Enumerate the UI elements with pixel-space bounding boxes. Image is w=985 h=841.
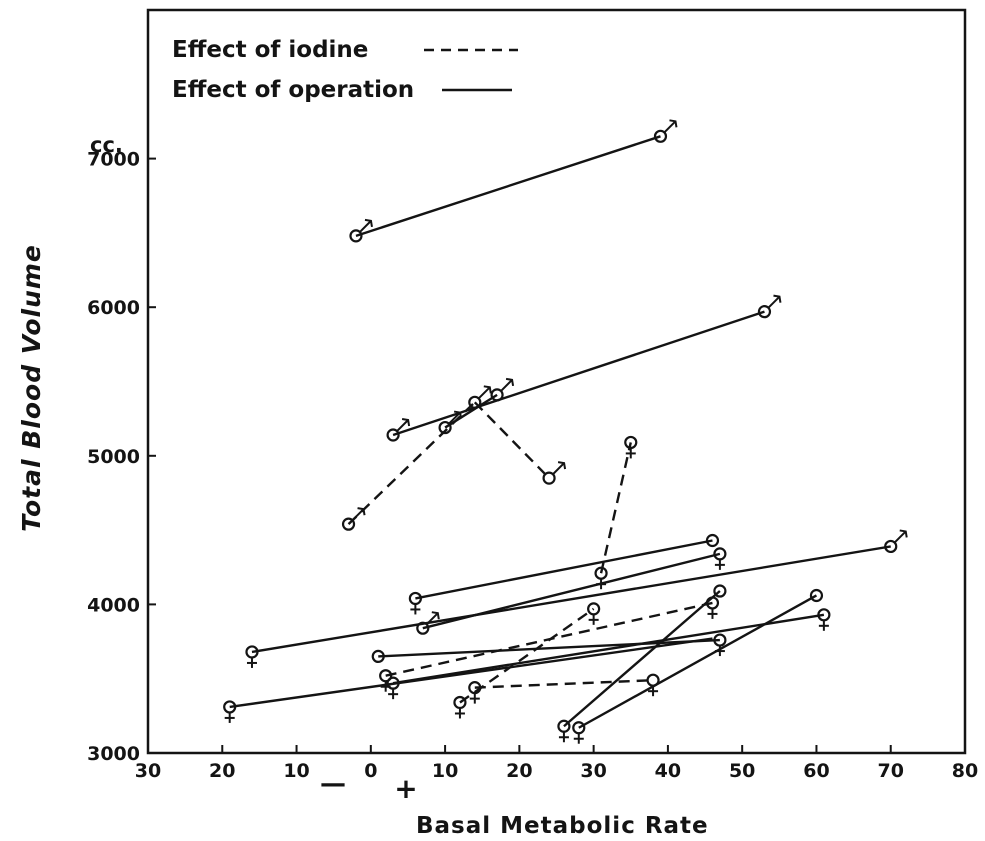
data-point: [705, 533, 720, 548]
x-sign-minus: —: [320, 769, 346, 799]
data-point: [349, 229, 363, 243]
male-marker: [359, 220, 372, 233]
series-points: [223, 119, 908, 744]
data-point: [809, 588, 824, 603]
data-point: [386, 428, 400, 442]
male-marker: [663, 120, 677, 134]
operation-effect-segment: [415, 539, 713, 600]
legend-entry-operation: Effect of operation: [172, 77, 414, 103]
male-marker-arrowhead: [899, 529, 908, 538]
male-marker-arrowhead: [557, 461, 567, 470]
male-marker-arrowhead: [357, 507, 366, 516]
male-marker-arrowhead: [401, 418, 411, 427]
y-tick-label: 7000: [87, 149, 140, 171]
male-marker-arrowhead: [453, 410, 463, 419]
x-tick-label: 80: [952, 760, 978, 782]
y-axis-title: Total Blood Volume: [17, 244, 46, 532]
male-marker: [767, 295, 781, 309]
male-marker-arrowhead: [773, 294, 782, 303]
male-marker-arrowhead: [431, 611, 440, 620]
x-tick-label: 0: [364, 760, 377, 782]
male-marker: [893, 530, 907, 544]
x-tick-label: 20: [209, 760, 235, 782]
operation-effect-segment: [578, 594, 818, 729]
operation-effect-segment: [355, 135, 661, 238]
x-tick-label: 30: [135, 760, 161, 782]
x-tick-label: 10: [432, 760, 458, 782]
operation-effect-segment: [378, 638, 720, 658]
x-tick-label: 60: [803, 760, 829, 782]
data-point: [646, 673, 660, 687]
data-point: [884, 539, 898, 554]
data-point: [341, 517, 356, 531]
male-marker: [351, 508, 365, 522]
x-tick-label: 30: [580, 760, 606, 782]
data-point: [542, 471, 556, 485]
y-tick-label: 4000: [87, 594, 140, 616]
y-tick-label: 3000: [87, 743, 140, 765]
iodine-effect-segment: [473, 401, 550, 479]
male-marker: [500, 379, 513, 392]
male-marker-arrowhead: [483, 385, 492, 394]
x-sign-plus: +: [394, 772, 417, 805]
x-sign-markers: — +: [320, 769, 418, 805]
male-marker: [396, 419, 409, 432]
legend: Effect of iodine Effect of operation: [172, 37, 518, 103]
operation-effect-segment: [392, 613, 825, 685]
data-point: [438, 420, 452, 435]
iodine-effect-segment: [474, 678, 654, 689]
male-marker-arrowhead: [505, 377, 515, 387]
male-marker-arrowhead: [669, 119, 678, 128]
operation-effect-segment: [251, 545, 891, 654]
data-point: [416, 621, 430, 635]
operation-effect-segment: [563, 590, 721, 728]
male-marker: [477, 386, 491, 400]
x-tick-label: 70: [878, 760, 904, 782]
data-point: [371, 649, 385, 664]
x-tick-label: 20: [506, 760, 532, 782]
male-marker: [448, 411, 461, 425]
x-tick-label: 50: [729, 760, 755, 782]
axis-ticks: 30 20 10 0 10 20 30 40 50 60 70 80 3000 4000 5000 6000 7…: [87, 149, 978, 782]
y-axis-unit: cc.: [90, 133, 123, 157]
male-marker: [552, 462, 565, 475]
y-tick-label: 5000: [87, 446, 140, 468]
male-marker: [425, 612, 439, 626]
legend-entry-iodine: Effect of iodine: [172, 37, 368, 63]
operation-effect-segment: [392, 310, 765, 437]
series-segments: [229, 135, 891, 729]
data-point: [468, 395, 482, 409]
iodine-effect-segment: [599, 442, 632, 574]
y-axis-label: Total Blood Volume: [17, 244, 46, 532]
operation-effect-segment: [229, 637, 713, 709]
x-axis-title: Basal Metabolic Rate: [416, 813, 709, 839]
iodine-effect-segment: [347, 401, 476, 526]
data-point: [757, 305, 772, 319]
y-tick-label: 6000: [87, 297, 140, 319]
plot-frame: [146, 8, 967, 755]
data-point: [490, 388, 504, 402]
data-point: [653, 129, 668, 143]
male-marker-arrowhead: [364, 218, 373, 228]
x-tick-label: 10: [283, 760, 309, 782]
data-point: [713, 584, 727, 598]
x-tick-label: 40: [655, 760, 681, 782]
